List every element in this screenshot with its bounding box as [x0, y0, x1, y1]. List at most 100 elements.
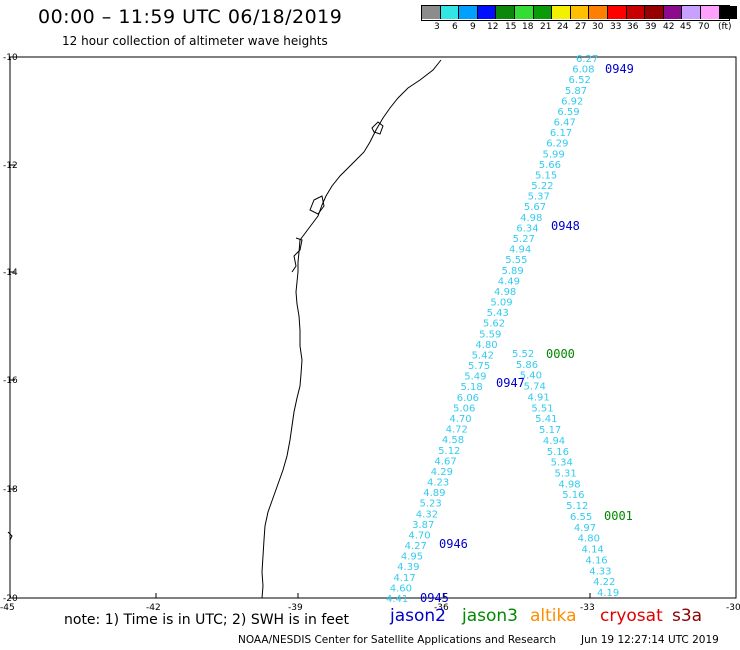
bay-outline	[309, 195, 325, 215]
track-value-label: 5.75	[468, 361, 490, 372]
color-scale-label: 39	[645, 22, 657, 32]
color-scale-label: 36	[627, 22, 639, 32]
track-value-label: 5.51	[531, 403, 553, 414]
timestamp-text: Jun 19 12:27:14 UTC 2019	[581, 634, 719, 646]
track-value-label: 4.70	[449, 414, 471, 425]
track-value-label: 4.97	[574, 523, 596, 534]
pass-time-label: 0945	[420, 591, 449, 605]
track-value-label: 4.29	[431, 467, 453, 478]
lat-label: -18	[3, 485, 18, 495]
color-swatch	[552, 6, 571, 19]
track-value-label: 4.58	[442, 435, 464, 446]
track-value-label: 5.22	[531, 181, 553, 192]
track-value-label: 4.23	[427, 478, 449, 489]
track-value-label: 5.89	[501, 266, 523, 277]
track-value-label: 4.98	[494, 287, 516, 298]
color-scale-label: 33	[610, 22, 622, 32]
satellite-legend-item: altika	[530, 606, 577, 626]
lon-label: -33	[580, 603, 595, 613]
satellite-legend-item: jason3	[462, 606, 518, 626]
lon-label: -30	[726, 603, 740, 613]
color-swatch	[626, 6, 646, 19]
track-value-label: 6.34	[516, 223, 538, 234]
pass-time-label: 0946	[439, 537, 468, 551]
track-value-label: 5.16	[547, 447, 569, 458]
track-value-label: 4.98	[558, 479, 580, 490]
color-swatch	[422, 6, 441, 19]
track-value-label: 4.91	[527, 392, 549, 403]
track-value-label: 6.29	[546, 139, 568, 150]
track-value-label: 6.52	[569, 75, 591, 86]
track-value-label: 5.66	[539, 160, 561, 171]
lon-label: -36	[434, 603, 449, 613]
track-value-label: 4.16	[585, 555, 607, 566]
track-value-label: 4.80	[475, 340, 497, 351]
map-subtitle: 12 hour collection of altimeter wave hei…	[62, 34, 328, 48]
color-swatch	[719, 6, 738, 19]
color-scale-label: 30	[592, 22, 604, 32]
satellite-legend-item: cryosat	[600, 606, 663, 626]
map-title: 00:00 – 11:59 UTC 06/18/2019	[38, 6, 343, 28]
satellite-legend-item: jason2	[390, 606, 446, 626]
color-swatch	[663, 6, 683, 19]
color-swatch	[533, 6, 553, 19]
lat-label: -16	[3, 376, 18, 386]
pass-time-label: 0000	[546, 347, 575, 361]
color-scale-label: 42	[663, 22, 675, 32]
color-scale	[422, 6, 738, 19]
color-swatch	[607, 6, 627, 19]
color-scale-label: 18	[522, 22, 534, 32]
track-value-label: 5.42	[472, 350, 494, 361]
track-value-label: 5.40	[520, 371, 542, 382]
color-scale-label: 15	[505, 22, 517, 32]
satellite-legend-item: s3a	[672, 606, 703, 626]
color-scale-label: 27	[575, 22, 587, 32]
track-value-label: 4.17	[393, 573, 415, 584]
coastline	[261, 59, 442, 599]
track-value-label: 5.12	[438, 446, 460, 457]
bay-outline	[371, 121, 384, 135]
track-value-label: 6.47	[554, 118, 576, 129]
color-swatch	[682, 6, 701, 19]
track-value-label: 4.67	[434, 456, 456, 467]
color-swatch	[645, 6, 664, 19]
track-value-label: 4.33	[589, 566, 611, 577]
track-value-label: 6.08	[572, 65, 594, 76]
lat-label: -20	[3, 594, 18, 604]
track-value-label: 4.95	[401, 552, 423, 563]
track-value-label: 5.67	[524, 202, 546, 213]
track-value-label: 4.19	[597, 588, 619, 599]
track-value-label: 6.17	[550, 128, 572, 139]
track-value-label: 5.34	[551, 458, 573, 469]
color-scale-label: 9	[470, 22, 476, 32]
track-value-label: 5.59	[479, 329, 501, 340]
pass-time-label: 0949	[605, 62, 634, 76]
color-swatch	[459, 6, 478, 19]
lat-label: -12	[3, 161, 18, 171]
color-scale-label: 12	[487, 22, 499, 32]
lon-label: -42	[146, 603, 161, 613]
track-value-label: 5.55	[505, 255, 527, 266]
track-value-label: 5.16	[562, 490, 584, 501]
track-value-label: 6.06	[457, 393, 479, 404]
track-value-label: 4.94	[543, 436, 565, 447]
track-value-label: 4.49	[498, 276, 520, 287]
track-value-label: 5.17	[539, 425, 561, 436]
track-value-label: 5.09	[490, 298, 512, 309]
track-value-label: 6.27	[576, 54, 598, 65]
color-scale-label: 45	[680, 22, 692, 32]
color-swatch	[570, 6, 590, 19]
color-scale-label: 6	[452, 22, 458, 32]
note-text: note: 1) Time is in UTC; 2) SWH is in fe…	[64, 612, 350, 628]
track-value-label: 5.62	[483, 319, 505, 330]
track-value-label: 4.22	[593, 577, 615, 588]
track-value-label: 4.72	[446, 425, 468, 436]
track-value-label: 5.23	[420, 499, 442, 510]
color-scale-label: 70	[698, 22, 710, 32]
track-value-label: 4.60	[390, 583, 412, 594]
lat-label: -14	[3, 268, 18, 278]
track-value-label: 5.43	[487, 308, 509, 319]
track-value-label: 4.14	[582, 545, 604, 556]
track-value-label: 6.92	[561, 96, 583, 107]
